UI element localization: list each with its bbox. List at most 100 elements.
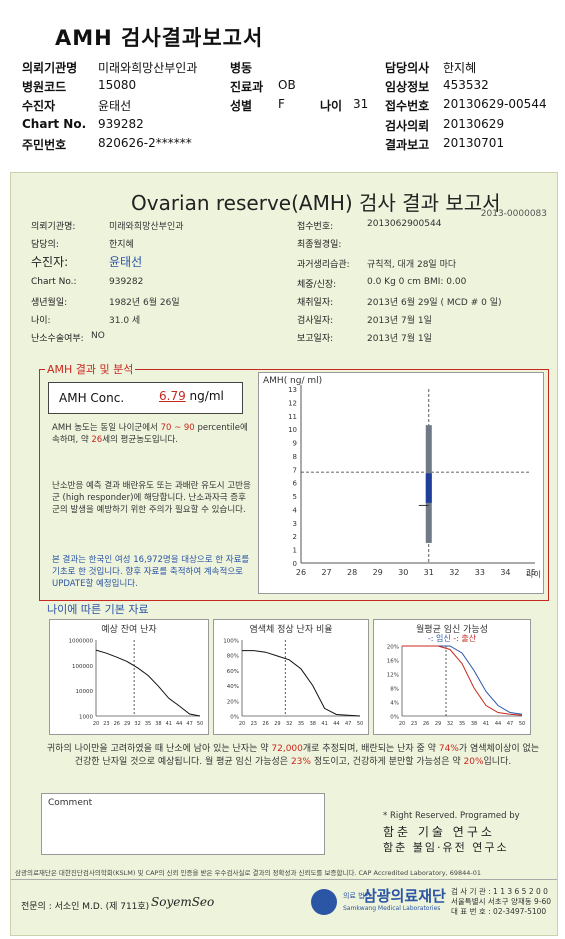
footer-divider xyxy=(11,879,557,880)
mini-x-tick-label: 20 xyxy=(399,721,405,727)
header-field-label: 병원코드 xyxy=(22,80,67,94)
mini-series-line xyxy=(242,650,361,717)
lab-small-label: 의료 법인 xyxy=(343,892,371,900)
lab-contact-info: 검 사 기 관 : 1 1 3 6 5 2 0 0 서울특별시 서초구 양재동 … xyxy=(451,887,551,917)
report-title: Ovarian reserve(AMH) 검사 결과 보고서 xyxy=(131,191,501,215)
report-info-value: 2013062900544 xyxy=(367,219,442,229)
header-row: 주민번호 820626-2****** 결과보고 20130701 xyxy=(0,136,565,156)
amh-result-section: AMH Conc. 6.79 ng/ml AMH 농도는 동일 나이군에서 70… xyxy=(39,369,549,601)
responder-text: 난소반응 예측 결과 배란유도 또는 과배란 유도시 고반응군 (high re… xyxy=(52,481,251,515)
y-tick-label: 6 xyxy=(293,480,298,488)
percentile-range: 70 ~ 90 xyxy=(160,423,195,433)
report-info-label: 난소수술여부: xyxy=(31,334,84,344)
mini-x-tick-label: 47 xyxy=(345,721,351,727)
report-info-value: 윤태선 xyxy=(109,255,143,269)
y-tick-label: 0 xyxy=(293,560,297,568)
header-field-value: 820626-2****** xyxy=(98,136,192,150)
mini-y-tick-label: 60% xyxy=(227,669,239,675)
x-tick-label: 35 xyxy=(526,568,536,577)
x-tick-label: 32 xyxy=(449,568,459,577)
summary-text: 귀하의 나이만을 고려하였을 때 난소에 남아 있는 난자는 약 72,000개… xyxy=(43,743,543,769)
header-field-value: F xyxy=(278,97,285,111)
header-row: 병원코드 15080 진료과 OB 임상정보 453532 xyxy=(0,78,565,98)
mini-y-tick-label: 10000 xyxy=(76,689,94,695)
amh-section-label: AMH 결과 및 분석 xyxy=(45,361,136,377)
mini-x-tick-label: 29 xyxy=(274,721,280,727)
header-field-label: 검사의뢰 xyxy=(385,119,430,133)
mini-x-tick-label: 44 xyxy=(495,721,501,727)
doctor-name: 전문의 : 서소인 M.D. (제 711호) xyxy=(21,902,150,912)
percentile-text-a: AMH 농도는 동일 나이군에서 xyxy=(52,423,158,433)
lab-logo-icon xyxy=(311,889,337,915)
comment-box: Comment xyxy=(41,793,325,855)
y-tick-label: 8 xyxy=(293,453,297,461)
y-tick-label: 2 xyxy=(293,533,297,541)
institute-genetics: 함춘 불임·유전 연구소 xyxy=(383,841,509,854)
report-info-value: NO xyxy=(91,331,105,341)
mini-y-tick-label: 0% xyxy=(230,715,239,721)
mini-x-tick-label: 35 xyxy=(145,721,151,727)
summary-c: 가 염색체이상이 없는 건강한 난자일 것으로 예상됩니다. 월 평균 임신 가… xyxy=(74,744,540,767)
x-tick-label: 27 xyxy=(321,568,331,577)
mini-x-tick-label: 35 xyxy=(298,721,304,727)
mini-x-tick-label: 41 xyxy=(166,721,172,727)
header-row: 의뢰기관명 미래와희망산부인과 병동 담당의사 한지혜 xyxy=(0,59,565,79)
mini-x-tick-label: 41 xyxy=(483,721,489,727)
x-tick-label: 31 xyxy=(424,568,434,577)
x-tick-label: 30 xyxy=(398,568,408,577)
mini-y-tick-label: 20% xyxy=(387,645,399,651)
mini-y-tick-label: 80% xyxy=(227,654,239,660)
mini-x-tick-label: 50 xyxy=(519,721,525,727)
y-tick-label: 10 xyxy=(288,426,297,434)
y-tick-label: 4 xyxy=(293,506,298,514)
amh-conc-value: 6.79 ng/ml xyxy=(159,389,224,403)
lab-name-en: Samkwang Medical Laboratories xyxy=(343,905,441,912)
x-tick-label: 28 xyxy=(347,568,357,577)
lab-name: 삼광의료재단 xyxy=(363,887,446,905)
mini-y-tick-label: 40% xyxy=(227,684,239,690)
percentile-text-c: 세의 평균농도입니다. xyxy=(102,435,179,445)
header-field-label: 진료과 xyxy=(230,80,264,94)
mini-y-tick-label: 20% xyxy=(227,699,239,705)
report-info-label: 검사일자: xyxy=(297,316,334,326)
y-tick-label: 13 xyxy=(288,386,297,394)
header-field-value: 20130701 xyxy=(443,136,505,150)
mini-x-tick-label: 44 xyxy=(176,721,182,727)
mini-x-tick-label: 23 xyxy=(411,721,417,727)
y-tick-label: 3 xyxy=(293,520,297,528)
mini-x-tick-label: 44 xyxy=(333,721,339,727)
age-section-label: 나이에 따른 기본 자료 xyxy=(45,601,151,617)
header-field-value: 939282 xyxy=(98,117,144,131)
lab-info-line: 검 사 기 관 : 1 1 3 6 5 2 0 0 xyxy=(451,887,548,896)
summary-a: 귀하의 나이만을 고려하였을 때 난소에 남아 있는 난자는 약 xyxy=(46,744,269,754)
amh-chart: AMH( ng/ ml) 0 1 2 3 4 5 6 7 8 9 10 11 12 13 26 27 28 29 30… xyxy=(258,372,544,594)
mini-x-tick-label: 41 xyxy=(321,721,327,727)
data-basis-note: 본 결과는 한국인 여성 16,972명을 대상으로 한 자료를 기초로 한 것… xyxy=(52,555,250,589)
amh-conc-label: AMH Conc. xyxy=(59,391,125,405)
header-field-value: 453532 xyxy=(443,78,489,92)
header-field-label: 수진자 xyxy=(22,99,56,113)
header-field-label: 병동 xyxy=(230,61,253,75)
amh-report-sheet: Ovarian reserve(AMH) 검사 결과 보고서 2013-0000… xyxy=(10,172,558,936)
mini-series-line xyxy=(95,649,201,717)
page-title: AMH 검사결과보고서 xyxy=(55,26,264,50)
header-field-label: 성별 xyxy=(230,99,253,113)
y-tick-label: 1 xyxy=(293,547,297,555)
mini-y-tick-label: 8% xyxy=(390,687,399,693)
y-tick-label: 7 xyxy=(293,466,297,474)
header-field-value: 15080 xyxy=(98,78,137,92)
mini-series-line xyxy=(402,645,523,716)
report-info-label: 나이: xyxy=(31,316,51,326)
comment-label: Comment xyxy=(48,798,93,808)
mini-chart-3-svg: 20% 16% 12% 8% 4% 0%20 23 26 29 32 35 38 41 44 47 50 xyxy=(387,645,525,728)
report-info-label: 생년월일: xyxy=(31,298,68,308)
summary-b: 개로 추정되며, 배란되는 난자 중 약 xyxy=(302,744,436,754)
report-info-value: 939282 xyxy=(109,277,144,287)
header-field-label: 주민번호 xyxy=(22,138,67,152)
header-field-value: OB xyxy=(278,78,296,92)
x-tick-label: 33 xyxy=(475,568,485,577)
header-field-value: 20130629-00544 xyxy=(443,97,547,111)
summary-e: 입니다. xyxy=(483,757,512,767)
report-info-value: 2013년 7월 1일 xyxy=(367,334,432,344)
